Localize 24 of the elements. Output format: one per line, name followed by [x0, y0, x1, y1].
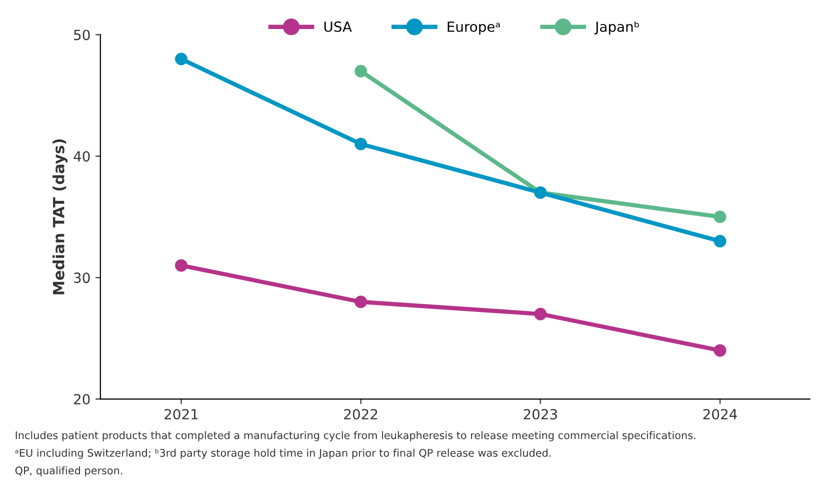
- text: ᵃEU including Switzerland; ᵇ3rd party storage hold time in Japan prior to final QP release was excluded.: [15, 448, 551, 459]
- point: [714, 344, 726, 357]
- y-axis-title: Median TAT (days): [52, 139, 68, 294]
- x-tick-label: 2022: [344, 408, 378, 420]
- y-tick-label: 30: [74, 272, 90, 284]
- x-tick-label: 2021: [164, 408, 198, 420]
- point: [354, 64, 368, 78]
- legend-label: Europeᵃ: [448, 22, 500, 35]
- x-tick-label: 2023: [524, 408, 557, 420]
- point: [714, 234, 726, 248]
- y-tick-label: 40: [74, 151, 90, 162]
- point: [714, 210, 726, 224]
- legend-label: Japanᵇ: [594, 21, 639, 35]
- text: QP, qualified person.: [15, 466, 122, 476]
- text: Includes patient products that completed a manufacturing cycle from leukapheresis to release meeting commercial specifications.: [16, 431, 696, 442]
- point: [174, 52, 188, 66]
- legend-label: USA: [324, 21, 352, 32]
- y-tick-label: 50: [74, 30, 90, 40]
- y-tick-label: 20: [74, 394, 90, 404]
- x-tick-label: 2024: [703, 408, 737, 420]
- point: [354, 296, 368, 308]
- point: [174, 259, 188, 272]
- point: [354, 138, 368, 150]
- point: [534, 308, 547, 320]
